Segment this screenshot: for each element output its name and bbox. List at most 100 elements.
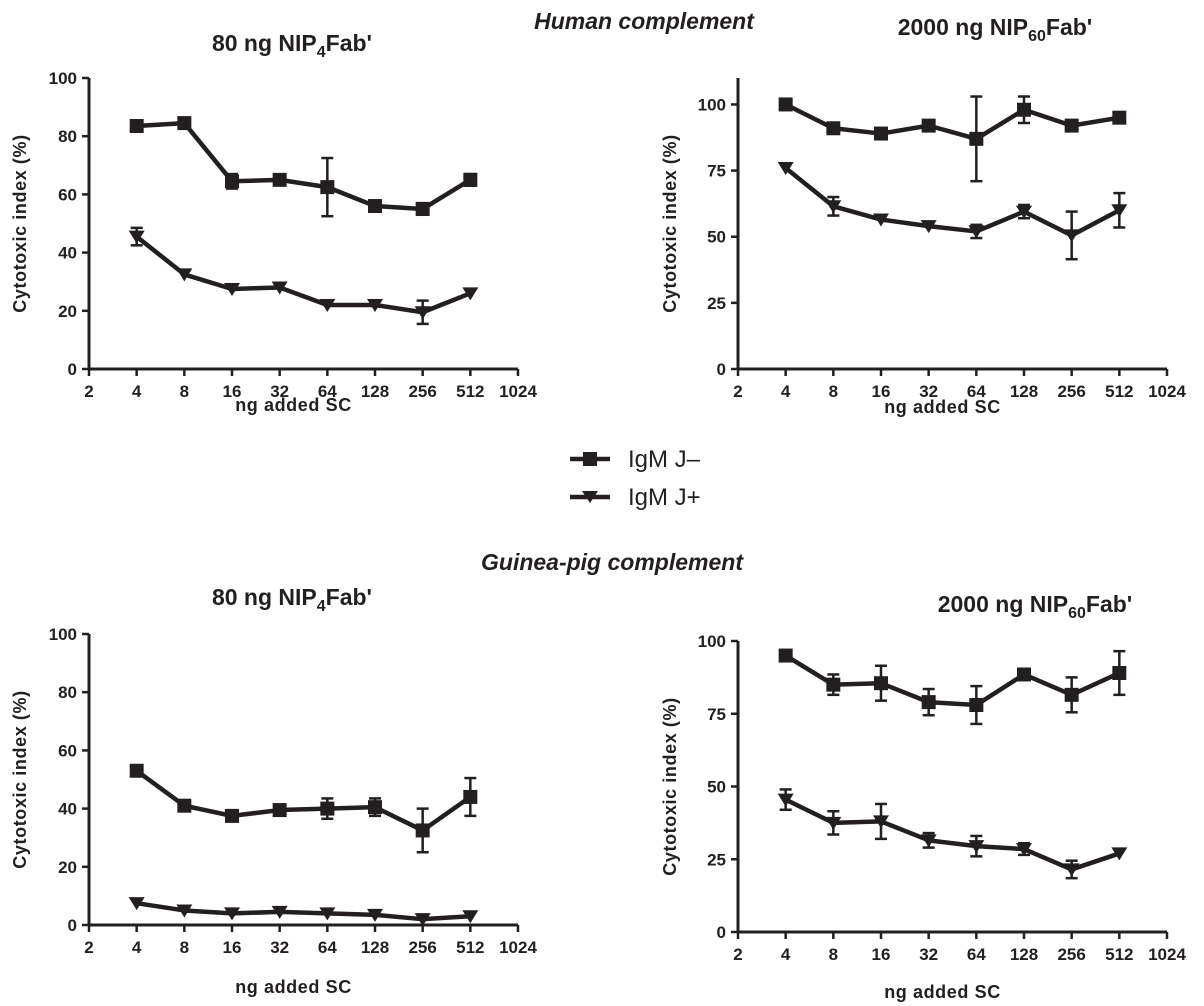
data-point-square [272, 803, 287, 818]
series-igm-j-plus [777, 788, 1128, 880]
data-point-triangle [1111, 847, 1128, 861]
data-point-triangle [1016, 205, 1032, 219]
x-tick-label: 32 [270, 938, 289, 957]
data-point-triangle [319, 298, 336, 312]
x-tick-label: 128 [361, 382, 389, 401]
chart-title-end: Fab' [1046, 14, 1092, 40]
y-tick-label: 60 [58, 185, 77, 204]
series-igm-j-plus [777, 161, 1128, 261]
x-tick-label: 512 [1105, 945, 1133, 964]
x-tick-label: 256 [408, 382, 436, 401]
chart-panel-guinea-pig-80ng: 80 ng NIP4Fab'2 4 8 16 32 64 128 256 512 10240204… [10, 584, 537, 997]
series-line [784, 102, 1120, 142]
series-line [784, 166, 1121, 238]
y-tick-label: 40 [58, 800, 77, 819]
series-igm-j-plus [128, 226, 479, 326]
x-tick-label: 512 [456, 938, 484, 957]
series-line [135, 234, 472, 315]
chart-title: 2000 ng NIP60Fab' [938, 591, 1133, 622]
data-point-triangle [128, 230, 145, 244]
section-label-guinea-pig: Guinea-pig complement [481, 549, 744, 575]
data-point-triangle [271, 281, 288, 295]
data-point-square [320, 801, 335, 816]
data-point-square [1064, 118, 1079, 133]
legend-marker-triangle-down [582, 491, 598, 503]
chart-panel-human-2000ng: 2000 ng NIP60Fab' 2 4 8 16 32 64 128 256 512 1024 0… [660, 14, 1186, 417]
data-point-square [874, 676, 888, 691]
chart-title-main: 2000 ng NIP [898, 14, 1028, 40]
legend-label-igm-j-plus: IgM J+ [628, 484, 701, 511]
section-label-human: Human complement [534, 8, 755, 34]
data-point-square [1064, 687, 1079, 702]
y-axis-label: Cytotoxic index (%) [10, 134, 30, 312]
y-axis-label: Cytotoxic index (%) [660, 697, 680, 875]
data-point-triangle [414, 913, 431, 927]
chart-title-subscript: 60 [1068, 605, 1086, 622]
data-point-square [874, 126, 888, 141]
data-point-square [921, 695, 936, 710]
x-tick-label: 4 [132, 938, 142, 957]
x-tick-label: 8 [829, 382, 838, 401]
x-tick-label: 64 [318, 938, 337, 957]
y-tick-label: 75 [707, 705, 726, 724]
data-point-triangle [777, 793, 794, 807]
x-axis-label: ng added SC [235, 977, 352, 997]
series-igm-j-minus [129, 116, 478, 218]
x-tick-label: 16 [872, 945, 891, 964]
data-point-square [415, 201, 430, 216]
x-tick-label: 8 [829, 945, 838, 964]
y-tick-label: 60 [58, 741, 77, 760]
chart-title-subscript: 4 [317, 598, 326, 615]
series-igm-j-plus [128, 897, 479, 927]
data-point-triangle [873, 213, 889, 227]
y-tick-label: 80 [58, 683, 77, 702]
x-tick-label: 256 [1057, 945, 1085, 964]
x-tick-label: 128 [1010, 382, 1038, 401]
y-tick-label: 80 [58, 127, 77, 146]
x-tick-label: 4 [132, 382, 142, 401]
x-tick-label: 512 [456, 382, 484, 401]
chart-title: 80 ng NIP4Fab' [212, 30, 372, 61]
x-tick-label: 8 [180, 382, 189, 401]
y-tick-label: 100 [698, 632, 726, 651]
legend-marker-square [583, 452, 597, 466]
data-point-triangle [224, 282, 240, 296]
data-point-triangle [968, 225, 985, 239]
x-tick-label: 256 [1057, 382, 1085, 401]
data-point-square [177, 116, 192, 131]
data-point-triangle [968, 840, 985, 854]
x-tick-label: 4 [781, 382, 791, 401]
data-point-square [368, 199, 382, 214]
data-point-triangle [319, 907, 336, 921]
data-point-triangle [128, 897, 145, 911]
data-point-square [1112, 110, 1127, 125]
legend-item-igm-j-plus: IgM J+ [570, 484, 701, 511]
data-point-square [1017, 667, 1031, 682]
data-point-triangle [1016, 843, 1032, 857]
y-tick-label: 20 [58, 302, 77, 321]
legend-label-igm-j-minus: IgM J– [628, 446, 701, 473]
y-tick-label: 0 [717, 923, 726, 942]
chart-title-subscript: 4 [317, 44, 326, 61]
y-tick-label: 50 [707, 228, 726, 247]
x-tick-label: 32 [919, 945, 938, 964]
chart-title-subscript: 60 [1028, 28, 1046, 45]
x-axis-label: ng added SC [884, 982, 1001, 1002]
data-point-square [225, 174, 239, 189]
series-igm-j-minus [778, 648, 1127, 726]
x-tick-label: 32 [919, 382, 938, 401]
y-tick-label: 0 [68, 916, 77, 935]
x-tick-label: 16 [223, 382, 242, 401]
data-point-triangle [1063, 229, 1080, 243]
data-point-triangle [224, 907, 240, 921]
x-tick-label: 128 [1010, 945, 1038, 964]
data-point-square [1112, 666, 1127, 681]
data-point-triangle [367, 908, 383, 922]
y-tick-label: 100 [49, 69, 77, 88]
data-point-square [272, 172, 287, 187]
series-line [136, 900, 471, 922]
x-tick-label: 2 [84, 938, 93, 957]
series-igm-j-minus [129, 763, 478, 854]
x-axis-label: ng added SC [884, 397, 1001, 417]
